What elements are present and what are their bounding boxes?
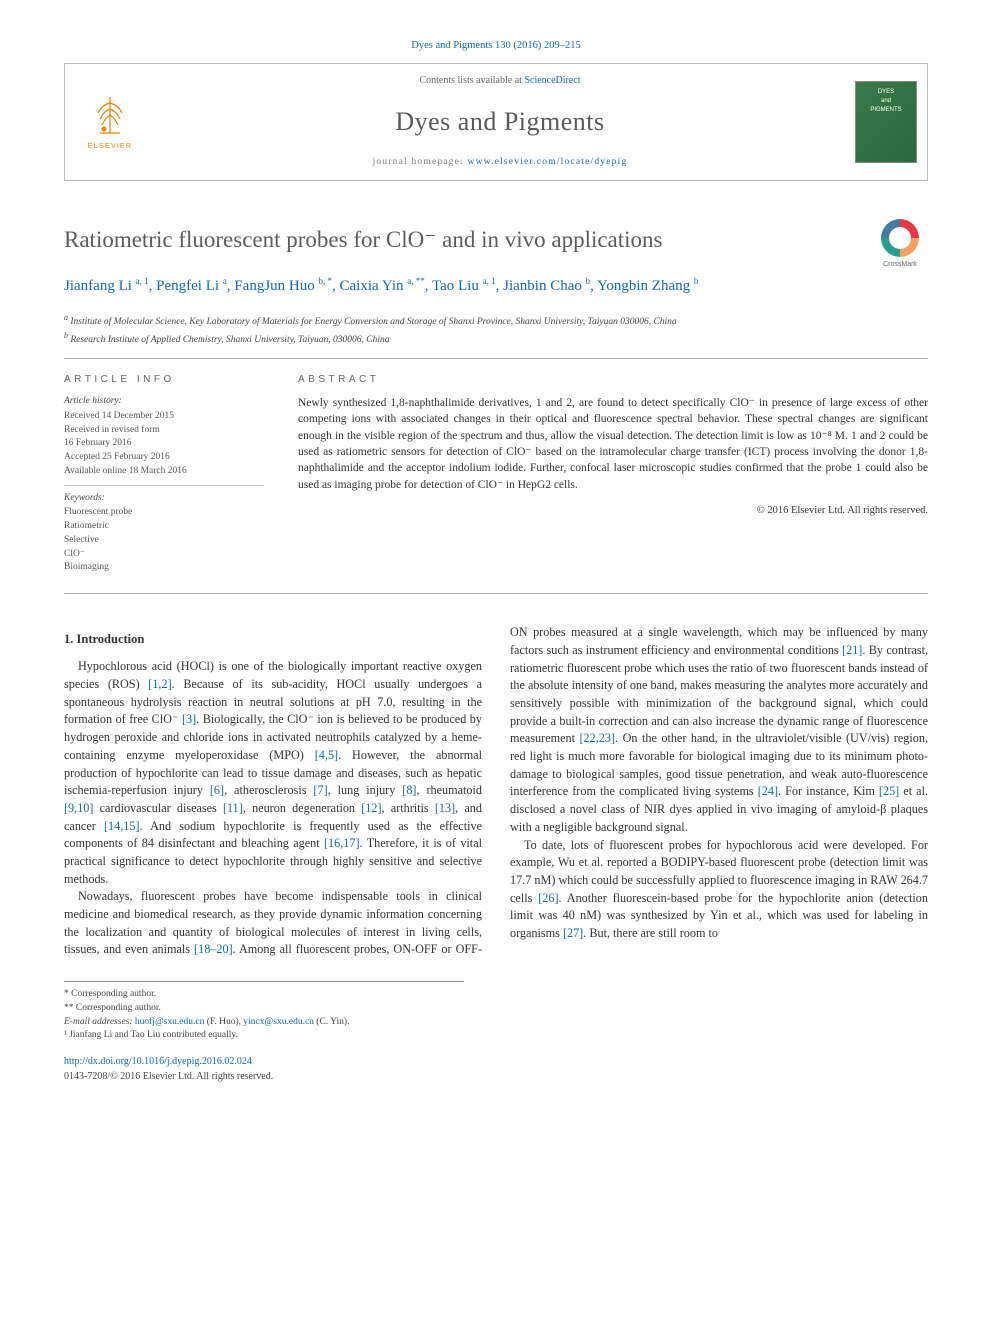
elsevier-tree-icon xyxy=(88,93,132,137)
doi-block: http://dx.doi.org/10.1016/j.dyepig.2016.… xyxy=(64,1055,928,1084)
author-name[interactable]: Tao Liu xyxy=(432,278,479,294)
author-name[interactable]: Yongbin Zhang xyxy=(597,278,690,294)
author-aff: b xyxy=(586,276,591,286)
email-name-1: (F. Huo), xyxy=(204,1017,243,1027)
keywords-label: Keywords: xyxy=(64,492,264,506)
crossmark-icon xyxy=(881,219,919,257)
history-line: Available online 18 March 2016 xyxy=(64,465,264,479)
corresponding-2: ** Corresponding author. xyxy=(64,1002,464,1016)
homepage-link[interactable]: www.elsevier.com/locate/dyepig xyxy=(468,157,628,167)
email-name-2: (C. Yin). xyxy=(314,1017,350,1027)
citation-line: Dyes and Pigments 130 (2016) 209–215 xyxy=(64,38,928,53)
keyword: ClO⁻ xyxy=(64,548,264,562)
info-abstract-row: ARTICLE INFO Article history: Received 1… xyxy=(64,373,928,595)
abstract-copyright: © 2016 Elsevier Ltd. All rights reserved… xyxy=(298,503,928,518)
abstract-text: Newly synthesized 1,8-naphthalimide deri… xyxy=(298,395,928,493)
affiliation-b: b Research Institute of Applied Chemistr… xyxy=(64,330,928,348)
homepage-prefix: journal homepage: xyxy=(373,157,468,167)
homepage-line: journal homepage: www.elsevier.com/locat… xyxy=(373,156,628,170)
cover-line-1: DYES xyxy=(878,88,894,97)
article-info: ARTICLE INFO Article history: Received 1… xyxy=(64,373,264,576)
author-aff: a, 1 xyxy=(136,276,149,286)
body-text: 1. Introduction Hypochlorous acid (HOCl)… xyxy=(64,624,928,959)
history-label: Article history: xyxy=(64,395,264,409)
keyword: Bioimaging xyxy=(64,561,264,575)
sciencedirect-link[interactable]: ScienceDirect xyxy=(524,75,580,86)
title-row: Ratiometric fluorescent probes for ClO⁻ … xyxy=(64,223,928,275)
history-block: Article history: Received 14 December 20… xyxy=(64,395,264,486)
publisher-label: ELSEVIER xyxy=(88,141,133,152)
cover-line-3: PIGMENTS xyxy=(870,106,901,115)
affiliations: a Institute of Molecular Science, Key La… xyxy=(64,312,928,359)
email-link-2[interactable]: yincx@sxu.edu.cn xyxy=(243,1017,314,1027)
crossmark-badge[interactable]: CrossMark xyxy=(872,219,928,275)
crossmark-label: CrossMark xyxy=(883,260,917,270)
author-aff: b, * xyxy=(318,276,332,286)
author-name[interactable]: Jianbin Chao xyxy=(503,278,582,294)
page-root: Dyes and Pigments 130 (2016) 209–215 ELS… xyxy=(0,0,992,1114)
affiliation-a: a Institute of Molecular Science, Key La… xyxy=(64,312,928,330)
footnotes: * Corresponding author. ** Corresponding… xyxy=(64,981,464,1043)
authors-list: Jianfang Li a, 1, Pengfei Li a, FangJun … xyxy=(64,275,928,298)
author-aff: a, 1 xyxy=(483,276,496,286)
corresponding-1: * Corresponding author. xyxy=(64,988,464,1002)
issn-rights: 0143-7208/© 2016 Elsevier Ltd. All right… xyxy=(64,1070,928,1085)
abstract: ABSTRACT Newly synthesized 1,8-naphthali… xyxy=(298,373,928,576)
info-heading: ARTICLE INFO xyxy=(64,373,264,388)
elsevier-logo[interactable]: ELSEVIER xyxy=(80,88,140,156)
equal-contrib-note: ¹ Jianfang Li and Tao Liu contributed eq… xyxy=(64,1029,464,1043)
keywords-block: Keywords: Fluorescent probe Ratiometric … xyxy=(64,492,264,576)
affiliation-text: Institute of Molecular Science, Key Labo… xyxy=(70,317,676,327)
author-aff: a, ** xyxy=(407,276,425,286)
author-aff: a xyxy=(223,276,227,286)
email-link-1[interactable]: huofj@sxu.edu.cn xyxy=(135,1017,204,1027)
cover-line-2: and xyxy=(881,97,891,106)
author-name[interactable]: Jianfang Li xyxy=(64,278,132,294)
history-line: 16 February 2016 xyxy=(64,437,264,451)
email-label: E-mail addresses: xyxy=(64,1017,135,1027)
header-center: Contents lists available at ScienceDirec… xyxy=(155,64,845,180)
article-title: Ratiometric fluorescent probes for ClO⁻ … xyxy=(64,223,663,256)
author-name[interactable]: FangJun Huo xyxy=(234,278,314,294)
doi-link[interactable]: http://dx.doi.org/10.1016/j.dyepig.2016.… xyxy=(64,1056,252,1067)
abstract-heading: ABSTRACT xyxy=(298,373,928,388)
paragraph: Hypochlorous acid (HOCl) is one of the b… xyxy=(64,658,482,888)
history-line: Accepted 25 February 2016 xyxy=(64,451,264,465)
cover-cell: DYES and PIGMENTS xyxy=(845,64,927,180)
journal-name: Dyes and Pigments xyxy=(395,103,604,141)
author-name[interactable]: Pengfei Li xyxy=(156,278,219,294)
history-line: Received 14 December 2015 xyxy=(64,410,264,424)
journal-cover-thumb[interactable]: DYES and PIGMENTS xyxy=(855,81,917,163)
affiliation-text: Research Institute of Applied Chemistry,… xyxy=(70,335,389,345)
keyword: Ratiometric xyxy=(64,520,264,534)
journal-header: ELSEVIER Contents lists available at Sci… xyxy=(64,63,928,181)
history-line: Received in revised form xyxy=(64,424,264,438)
author-name[interactable]: Caixia Yin xyxy=(339,278,403,294)
contents-line: Contents lists available at ScienceDirec… xyxy=(419,74,580,89)
contents-prefix: Contents lists available at xyxy=(419,75,524,86)
section-heading: 1. Introduction xyxy=(64,630,482,648)
publisher-logo-cell: ELSEVIER xyxy=(65,64,155,180)
email-line: E-mail addresses: huofj@sxu.edu.cn (F. H… xyxy=(64,1016,464,1030)
keyword: Fluorescent probe xyxy=(64,506,264,520)
author-aff: b xyxy=(694,276,699,286)
paragraph: To date, lots of fluorescent probes for … xyxy=(510,837,928,943)
keyword: Selective xyxy=(64,534,264,548)
